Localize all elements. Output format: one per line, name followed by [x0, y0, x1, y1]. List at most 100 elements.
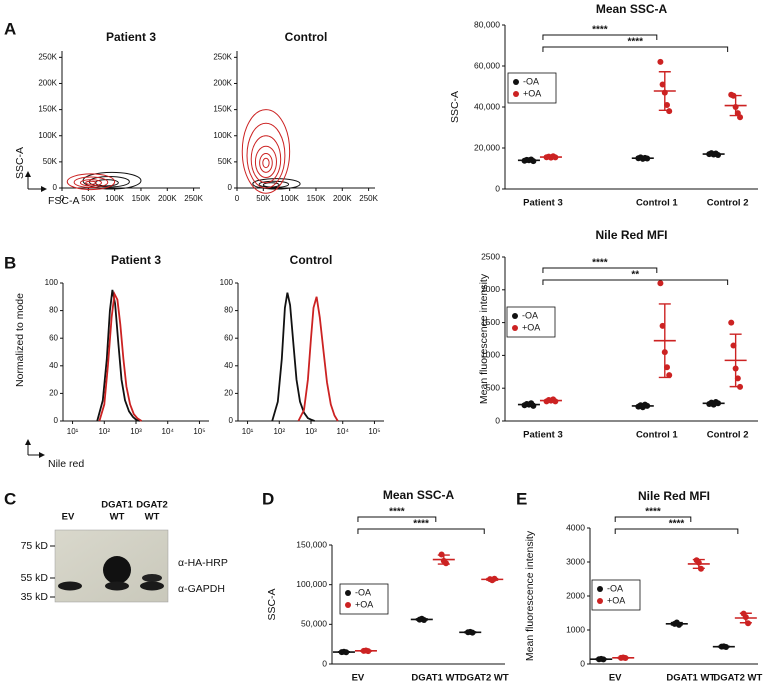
contour-ring [262, 157, 270, 169]
sd-bar [729, 333, 742, 388]
significance-bracket [614, 528, 739, 534]
y-tick-label: 100 [45, 278, 59, 287]
x-tick-label: 10³ [305, 427, 317, 436]
y-tick-label: 100K [213, 131, 232, 140]
data-point [657, 280, 664, 287]
x-tick-label: Patient 3 [523, 430, 563, 441]
lane-label: WT [110, 512, 125, 523]
sd-bar [707, 401, 720, 405]
sd-bar [729, 94, 742, 117]
significance-bracket [357, 528, 485, 534]
significance-label: **** [592, 258, 608, 269]
y-tick-label: 250K [213, 52, 232, 61]
marker-label: 75 kD [21, 540, 49, 552]
significance-label: **** [645, 507, 661, 518]
x-axis-label: FSC-A [48, 195, 80, 207]
y-tick-label: 40 [49, 361, 58, 370]
panel-letter: E [516, 489, 527, 508]
sd-bar [464, 631, 477, 634]
lane-label: WT [145, 512, 160, 523]
significance-label: **** [413, 519, 429, 530]
band-label: α-HA-HRP [178, 557, 228, 569]
legend-marker [597, 598, 603, 604]
contour-ring [73, 176, 109, 188]
y-tick-label: 0 [54, 416, 59, 425]
sd-bar [692, 558, 705, 570]
y-tick-label: 2000 [481, 284, 500, 294]
x-tick-label: 150K [132, 194, 151, 203]
sd-bar [544, 155, 557, 159]
sd-bar [337, 651, 350, 654]
panel-letter: B [4, 253, 16, 272]
x-tick-label: 10⁴ [162, 427, 175, 436]
legend-marker [512, 325, 518, 331]
panel-letter: C [4, 489, 16, 508]
x-tick-label: DGAT2 WT [713, 673, 762, 682]
blot-band [140, 581, 164, 591]
contour-ring [258, 180, 290, 188]
y-tick-label: 50K [43, 157, 58, 166]
legend-marker [513, 91, 519, 97]
y-tick-label: 200K [213, 79, 232, 88]
y-tick-label: 2500 [481, 251, 500, 261]
chart-title: Control [290, 253, 333, 267]
y-tick-label: 250K [38, 52, 57, 61]
marker-label: 55 kD [21, 572, 49, 584]
x-tick-label: EV [609, 673, 622, 682]
data-point [666, 108, 673, 115]
legend-label: +OA [607, 595, 625, 605]
x-tick-label: 250K [184, 194, 203, 203]
western-blot: 75 kD 55 kD 35 kD EV DGAT1 WT DGAT2 WT α… [21, 500, 228, 603]
y-tick-label: 60 [49, 333, 58, 342]
blot-band [58, 581, 82, 591]
x-tick-label: 150K [307, 194, 326, 203]
contour-ring [85, 180, 97, 185]
significance-label: **** [592, 25, 608, 36]
significance-bracket [614, 516, 692, 522]
contour-ring [246, 122, 286, 189]
legend-label: +OA [523, 88, 541, 98]
y-axis-label: Mean fluorescence intensity [524, 530, 536, 661]
x-tick-label: 50K [256, 194, 271, 203]
x-tick-label: DGAT1 WT [666, 673, 715, 682]
blot-band [105, 581, 129, 591]
y-tick-label: 1500 [481, 317, 500, 327]
legend-label: -OA [522, 310, 538, 320]
y-tick-label: 20 [224, 389, 233, 398]
chart-title: Mean SSC-A [596, 2, 668, 16]
contour-ring [250, 135, 282, 184]
sd-bar [717, 645, 730, 648]
lane-label: DGAT1 [101, 500, 133, 511]
x-tick-label: 10² [98, 427, 110, 436]
y-tick-label: 80 [224, 306, 233, 315]
x-axis-label: Nile red [48, 458, 84, 470]
significance-label: **** [628, 37, 644, 48]
y-tick-label: 80,000 [474, 19, 500, 29]
y-tick-label: 100K [38, 131, 57, 140]
data-point [666, 372, 673, 379]
sd-bar [522, 158, 535, 162]
x-tick-label: DGAT2 WT [460, 673, 509, 682]
x-tick-label: 10⁵ [193, 427, 205, 436]
marker-label: 35 kD [21, 591, 49, 603]
y-tick-label: 1000 [566, 624, 585, 634]
x-tick-label: 10³ [130, 427, 142, 436]
chart-title: Nile Red MFI [595, 228, 667, 242]
sd-bar [636, 404, 649, 408]
legend-label: +OA [522, 322, 540, 332]
y-tick-label: 40,000 [474, 101, 500, 111]
chart-title: Mean SSC-A [383, 488, 455, 502]
significance-bracket [542, 34, 658, 40]
y-tick-label: 0 [228, 183, 233, 192]
y-tick-label: 0 [495, 183, 500, 193]
y-axis-label: Normalized to mode [14, 293, 26, 387]
sd-bar [658, 303, 671, 379]
x-tick-label: 100K [105, 194, 124, 203]
y-axis-label: SSC-A [266, 588, 278, 620]
x-tick-label: 10¹ [242, 427, 254, 436]
x-tick-label: 50K [81, 194, 96, 203]
y-tick-label: 60,000 [474, 60, 500, 70]
lane-label: EV [62, 512, 75, 523]
y-tick-label: 150K [213, 105, 232, 114]
